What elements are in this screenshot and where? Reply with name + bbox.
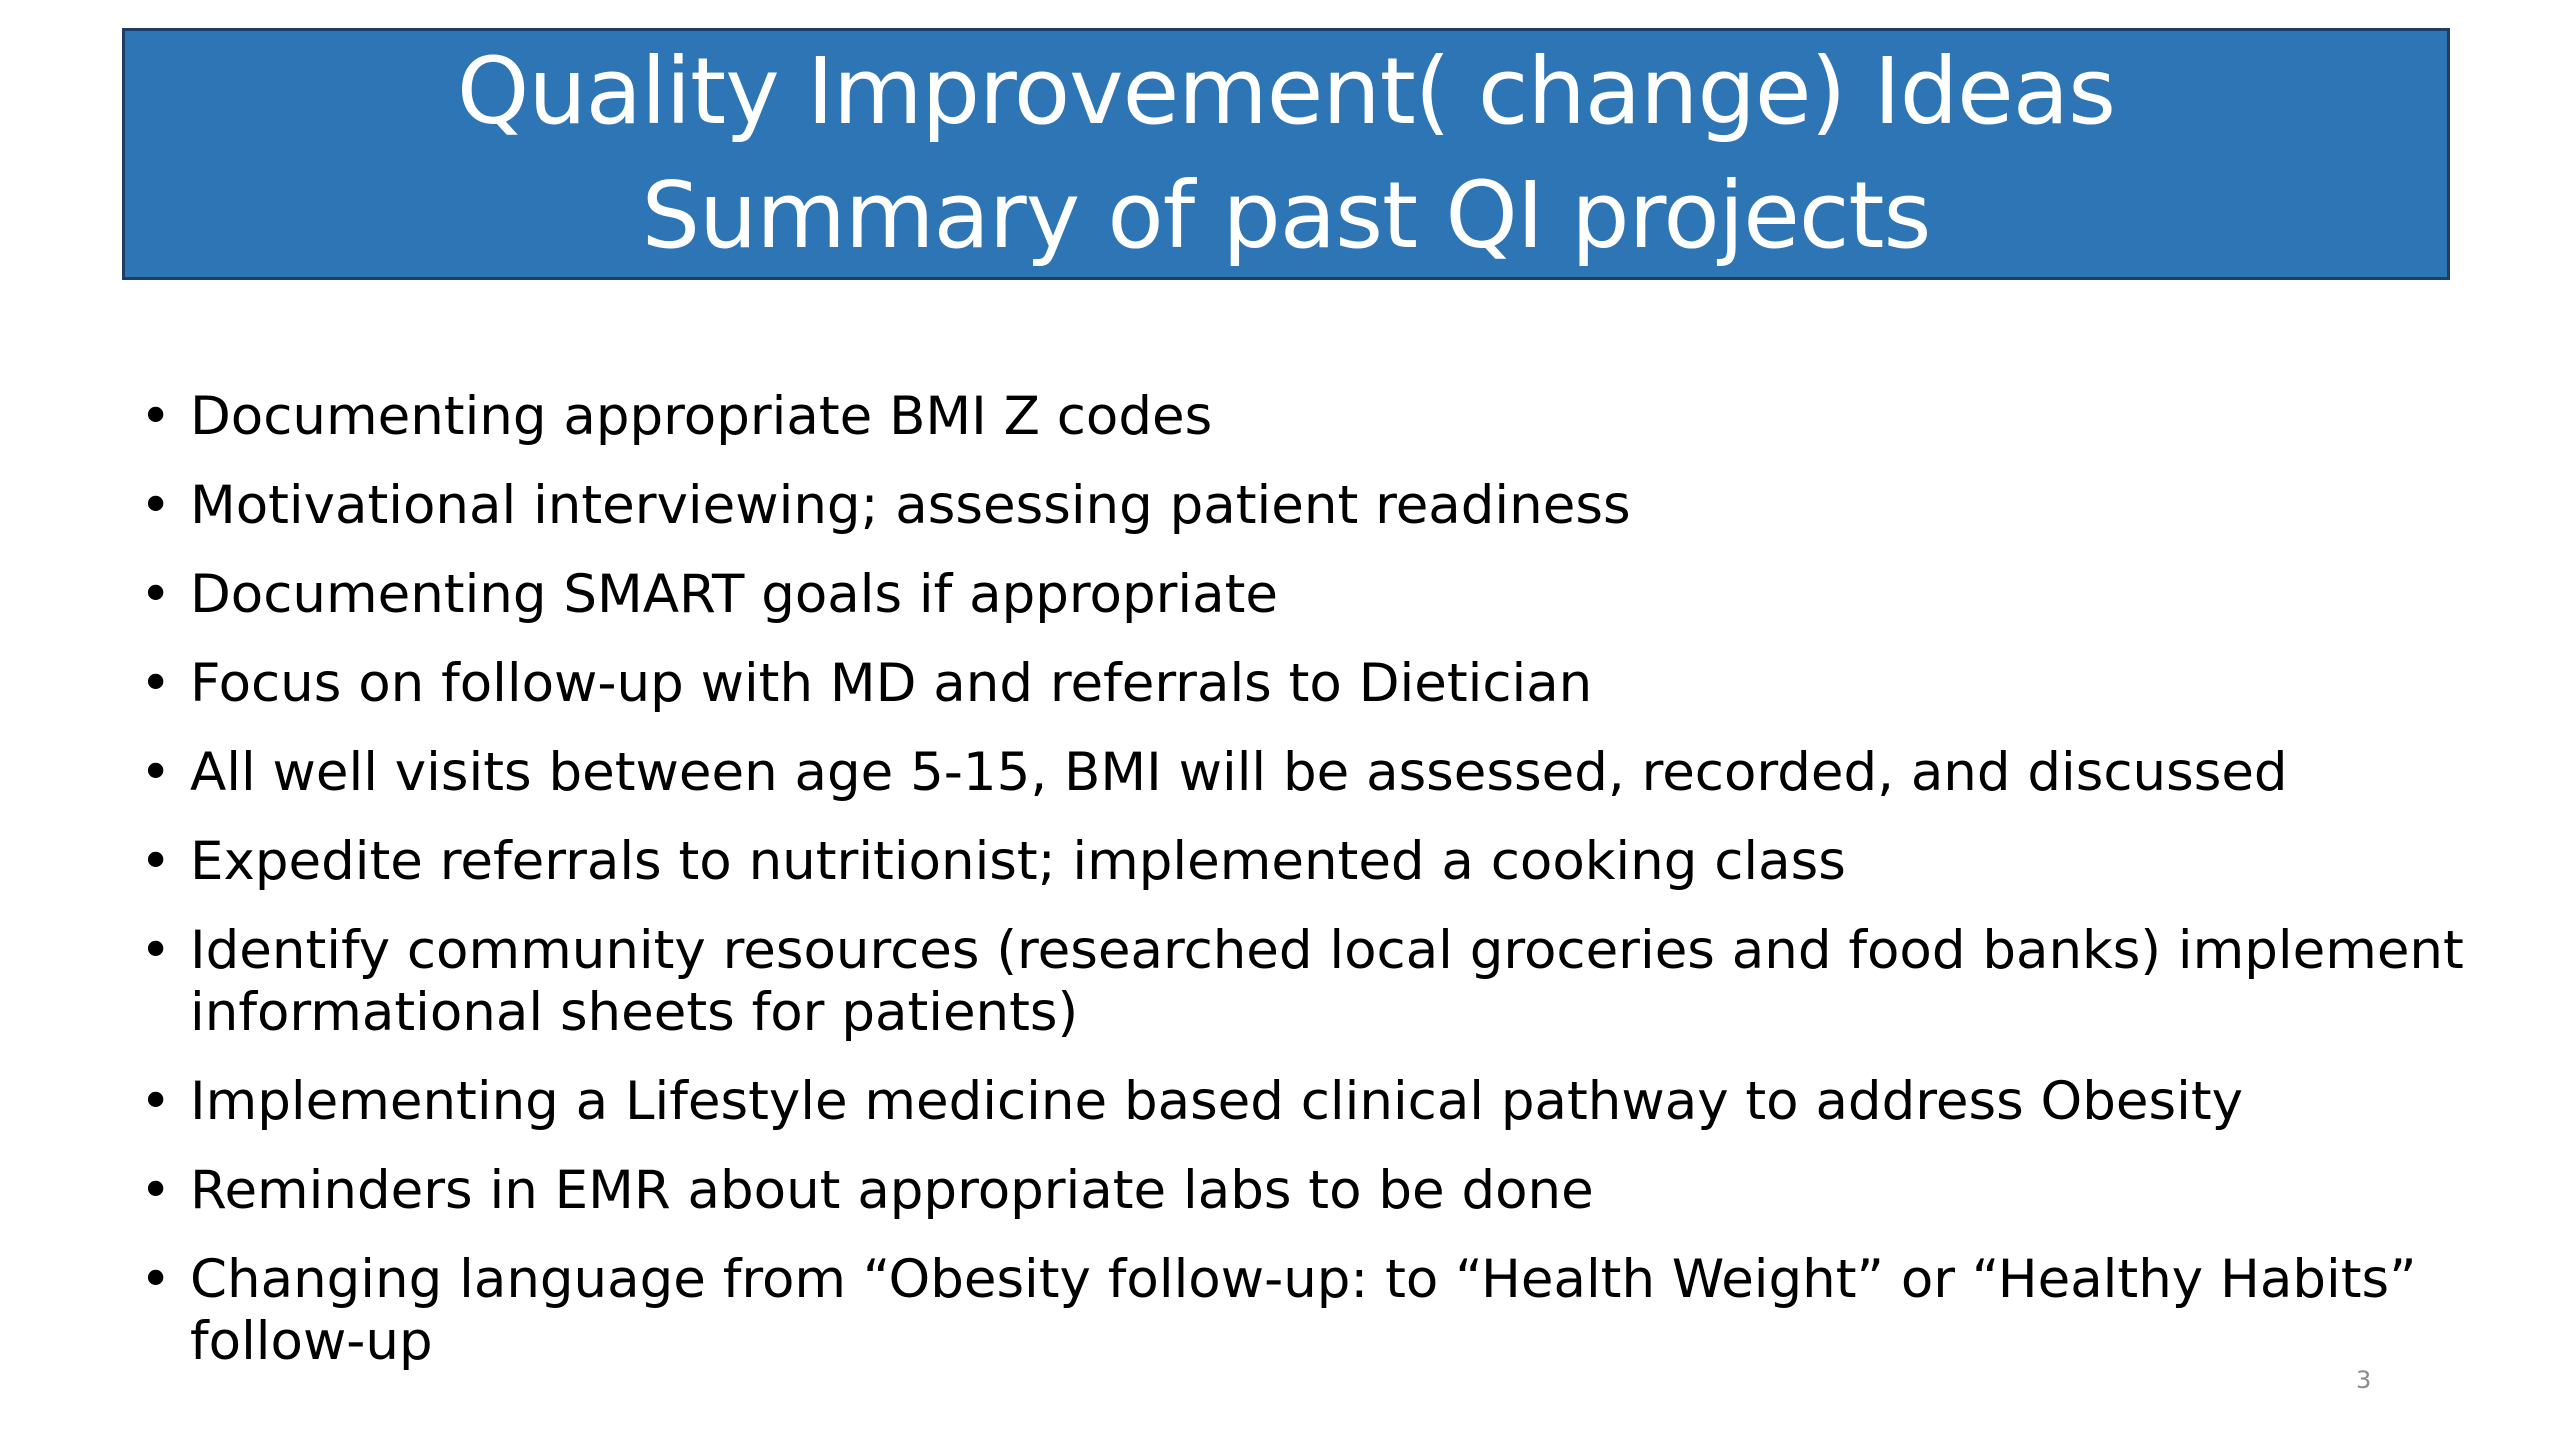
bullet-dot: • bbox=[140, 1249, 172, 1310]
bullet-item: • Documenting SMART goals if appropriate bbox=[140, 564, 2470, 626]
bullet-dot: • bbox=[140, 475, 172, 536]
bullet-dot: • bbox=[140, 1160, 172, 1221]
bullet-text: Implementing a Lifestyle medicine based … bbox=[190, 1071, 2243, 1132]
bullet-dot: • bbox=[140, 386, 172, 447]
bullet-text: Changing language from “Obesity follow-u… bbox=[190, 1249, 2417, 1372]
bullet-dot: • bbox=[140, 653, 172, 714]
bullet-text: Motivational interviewing; assessing pat… bbox=[190, 475, 1631, 536]
bullet-text: Expedite referrals to nutritionist; impl… bbox=[190, 831, 1846, 892]
bullet-dot: • bbox=[140, 920, 172, 981]
bullet-dot: • bbox=[140, 742, 172, 803]
bullet-item: • Motivational interviewing; assessing p… bbox=[140, 475, 2470, 537]
bullet-item: • Changing language from “Obesity follow… bbox=[140, 1249, 2470, 1373]
slide-title-line-2: Summary of past QI projects bbox=[641, 162, 1932, 269]
bullet-item: • Focus on follow-up with MD and referra… bbox=[140, 653, 2470, 715]
bullet-text: Documenting SMART goals if appropriate bbox=[190, 564, 1279, 625]
slide-title-line-1: Quality Improvement( change) Ideas bbox=[456, 38, 2116, 145]
bullet-item: • Identify community resources (research… bbox=[140, 920, 2470, 1044]
bullet-item: • All well visits between age 5-15, BMI … bbox=[140, 742, 2470, 804]
bullet-dot: • bbox=[140, 564, 172, 625]
bullet-dot: • bbox=[140, 1071, 172, 1132]
bullet-list: • Documenting appropriate BMI Z codes • … bbox=[140, 386, 2470, 1400]
bullet-item: • Documenting appropriate BMI Z codes bbox=[140, 386, 2470, 448]
bullet-text: Reminders in EMR about appropriate labs … bbox=[190, 1160, 1594, 1221]
page-number: 3 bbox=[2356, 1366, 2372, 1394]
bullet-text: All well visits between age 5-15, BMI wi… bbox=[190, 742, 2288, 803]
title-banner: Quality Improvement( change) Ideas Summa… bbox=[122, 28, 2450, 280]
bullet-item: • Implementing a Lifestyle medicine base… bbox=[140, 1071, 2470, 1133]
bullet-text: Focus on follow-up with MD and referrals… bbox=[190, 653, 1593, 714]
bullet-text: Identify community resources (researched… bbox=[190, 920, 2464, 1043]
bullet-text: Documenting appropriate BMI Z codes bbox=[190, 386, 1213, 447]
bullet-dot: • bbox=[140, 831, 172, 892]
bullet-item: • Reminders in EMR about appropriate lab… bbox=[140, 1160, 2470, 1222]
bullet-item: • Expedite referrals to nutritionist; im… bbox=[140, 831, 2470, 893]
